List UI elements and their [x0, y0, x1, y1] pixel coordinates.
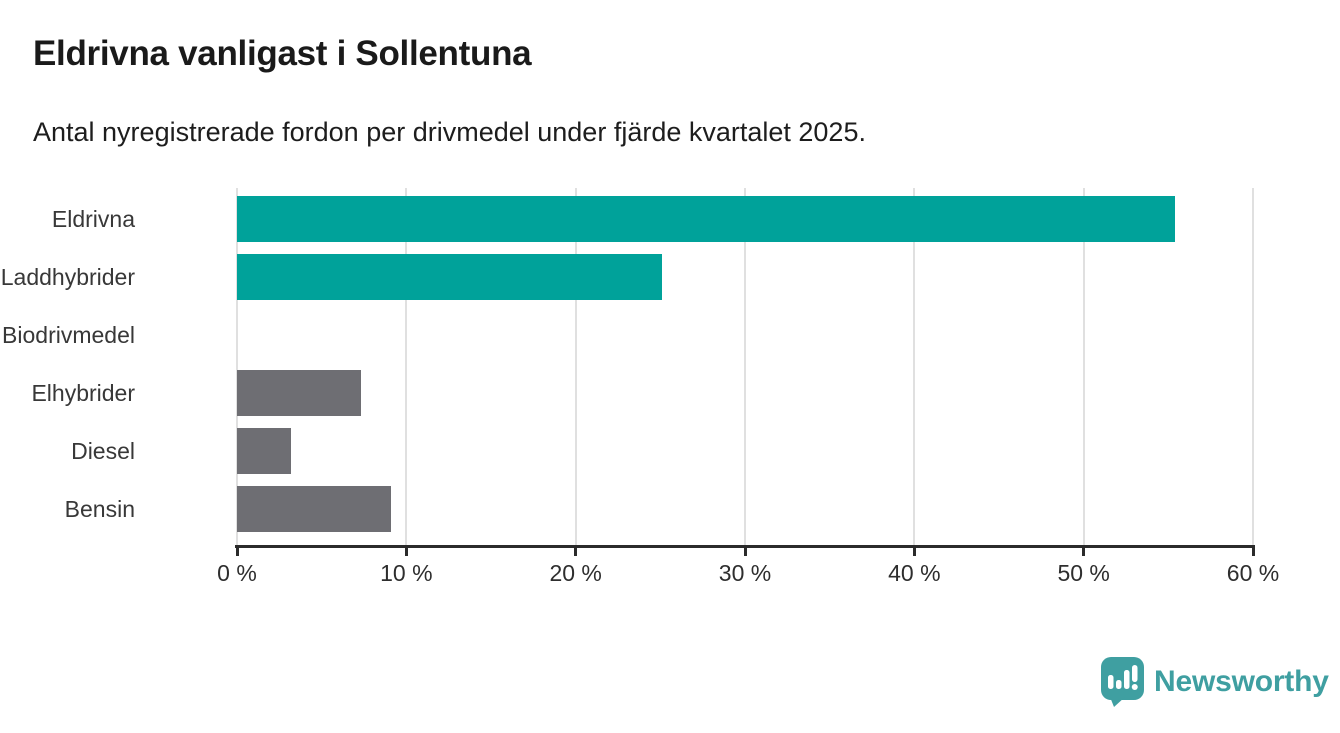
brand-name: Newsworthy [1154, 664, 1329, 698]
gridline-0 [236, 188, 238, 545]
gridline-30 [744, 188, 746, 545]
x-tick-10 [404, 545, 408, 556]
x-tick-label-50: 50 % [1057, 560, 1110, 586]
gridline-40 [913, 188, 916, 545]
chart-title: Eldrivna vanligast i Sollentuna [33, 34, 532, 73]
x-tick-label-40: 40 % [888, 560, 941, 586]
x-tick-30 [743, 545, 747, 556]
x-tick-0 [235, 545, 239, 556]
x-tick-50 [1082, 545, 1086, 556]
gridline-20 [574, 188, 577, 545]
chart-subtitle: Antal nyregistrerade fordon per drivmede… [33, 117, 866, 147]
x-tick-20 [574, 545, 578, 556]
bar-diesel [237, 428, 292, 474]
category-label-laddhybrider: Laddhybrider [0, 264, 135, 290]
x-tick-label-30: 30 % [718, 560, 772, 586]
category-label-bensin: Bensin [64, 496, 135, 522]
x-tick-label-0: 0 % [217, 560, 257, 586]
category-label-diesel: Diesel [71, 438, 135, 464]
x-tick-60 [1251, 545, 1255, 556]
newsworthy-bubble-chart-icon [1100, 656, 1145, 707]
x-tick-label-60: 60 % [1226, 560, 1280, 586]
gridline-10 [405, 188, 408, 545]
category-label-biodrivmedel: Biodrivmedel [2, 322, 135, 348]
brand-logo: Newsworthy [1100, 656, 1329, 707]
gridline-50 [1082, 188, 1085, 545]
bar-eldrivna [237, 196, 1176, 242]
x-tick-40 [912, 545, 916, 556]
plot-area: Eldrivna Laddhybrider Biodrivmedel Elhybrid… [1, 188, 1279, 586]
bar-bensin [237, 486, 392, 532]
category-label-eldrivna: Eldrivna [51, 206, 135, 232]
gridline-60 [1252, 188, 1254, 545]
category-label-elhybrider: Elhybrider [31, 380, 135, 406]
x-tick-label-20: 20 % [549, 560, 602, 586]
bar-laddhybrider [237, 254, 663, 300]
x-tick-label-10: 10 % [380, 560, 433, 586]
bar-elhybrider [237, 370, 361, 416]
